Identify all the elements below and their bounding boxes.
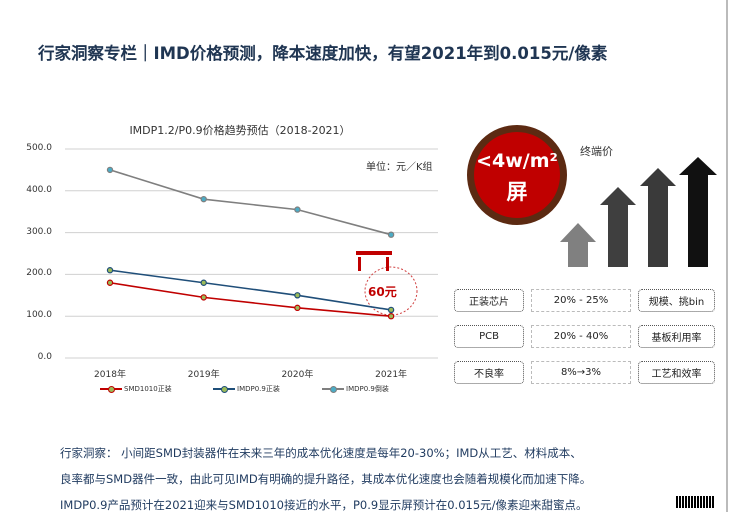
chart-title: IMDP1.2/P0.9价格趋势预估（2018-2021）: [129, 124, 351, 137]
data-point: [200, 294, 207, 301]
data-point: [200, 279, 207, 286]
circle-text: 屏: [506, 180, 528, 204]
rising-arrows: [560, 157, 717, 267]
data-point: [106, 166, 114, 174]
y-tick-label: 300.0: [26, 226, 52, 237]
price-circle-badge: <4w/m² 屏: [467, 125, 567, 225]
y-tick-label: 100.0: [26, 310, 52, 321]
table-cell-driver: 工艺和效率: [638, 361, 715, 384]
legend-label: IMDP0.9倒装: [346, 385, 389, 393]
x-tick-label: 2019年: [187, 370, 220, 380]
series-line: [109, 281, 392, 317]
annotation-circle: [364, 266, 418, 316]
table-cell-range: 20% - 25%: [531, 289, 631, 312]
x-tick-label: 2020年: [281, 370, 314, 380]
insight-text: 行家洞察： 小间距SMD封装器件在未来三年的成本优化速度是每年20-30%；IM…: [60, 440, 710, 518]
unit-label: 单位：元／K组: [366, 162, 433, 173]
legend-swatch: [213, 386, 235, 393]
legend-item: SMD1010正装: [100, 384, 172, 394]
line-chart: [65, 148, 438, 359]
barrier-icon: [356, 251, 392, 271]
table-cell-range: 20% - 40%: [531, 325, 631, 348]
legend-swatch: [100, 386, 122, 393]
data-point: [387, 231, 395, 238]
table-cell-item: PCB: [454, 325, 524, 348]
table-cell-driver: 基板利用率: [638, 325, 715, 348]
insight-line: 行家洞察： 小间距SMD封装器件在未来三年的成本优化速度是每年20-30%；IM…: [60, 446, 582, 460]
data-point: [294, 304, 301, 312]
x-tick-label: 2018年: [94, 370, 126, 380]
x-tick-label: 2021年: [375, 370, 408, 380]
data-point: [106, 267, 114, 274]
qr-code: [676, 496, 714, 508]
legend-item: IMDP0.9倒装: [322, 384, 389, 394]
circle-text: <4w/m²: [476, 150, 558, 172]
y-tick-label: 200.0: [26, 268, 52, 279]
legend-swatch: [322, 386, 344, 393]
y-tick-label: 500.0: [26, 143, 52, 153]
insight-line: IMDP0.9产品预计在2021迎来与SMD1010接近的水平，P0.9显示屏预…: [60, 498, 588, 512]
table-cell-driver: 规模、挑bin: [638, 289, 715, 312]
data-point: [106, 279, 114, 286]
insight-line: 良率都与SMD器件一致，由此可见IMD有明确的提升路径，其成本优化速度也会随着规…: [60, 472, 592, 486]
table-cell-item: 不良率: [454, 361, 524, 384]
data-point: [387, 306, 395, 314]
data-point: [294, 292, 301, 299]
arrow-up-icon: [640, 168, 676, 267]
legend-item: IMDP0.9正装: [213, 384, 280, 394]
arrow-up-icon: [560, 223, 596, 267]
legend-label: SMD1010正装: [124, 385, 172, 393]
annotation-label: 60元: [368, 285, 397, 299]
series-line: [109, 169, 392, 236]
divider: [726, 0, 728, 512]
data-point: [200, 195, 207, 203]
end-price-label: 终端价: [580, 145, 613, 158]
y-tick-label: 400.0: [26, 184, 52, 195]
table-cell-item: 正装芯片: [454, 289, 524, 312]
y-tick-label: 0.0: [37, 352, 52, 362]
page-title: 行家洞察专栏｜IMD价格预测，降本速度加快，有望2021年到0.015元/像素: [38, 44, 608, 63]
table-cell-range: 8%→3%: [531, 361, 631, 384]
series-line: [109, 269, 392, 311]
arrow-up-icon: [600, 187, 636, 267]
legend-label: IMDP0.9正装: [237, 385, 280, 393]
arrow-up-icon: [679, 157, 717, 267]
data-point: [294, 206, 301, 213]
data-point: [387, 313, 395, 320]
